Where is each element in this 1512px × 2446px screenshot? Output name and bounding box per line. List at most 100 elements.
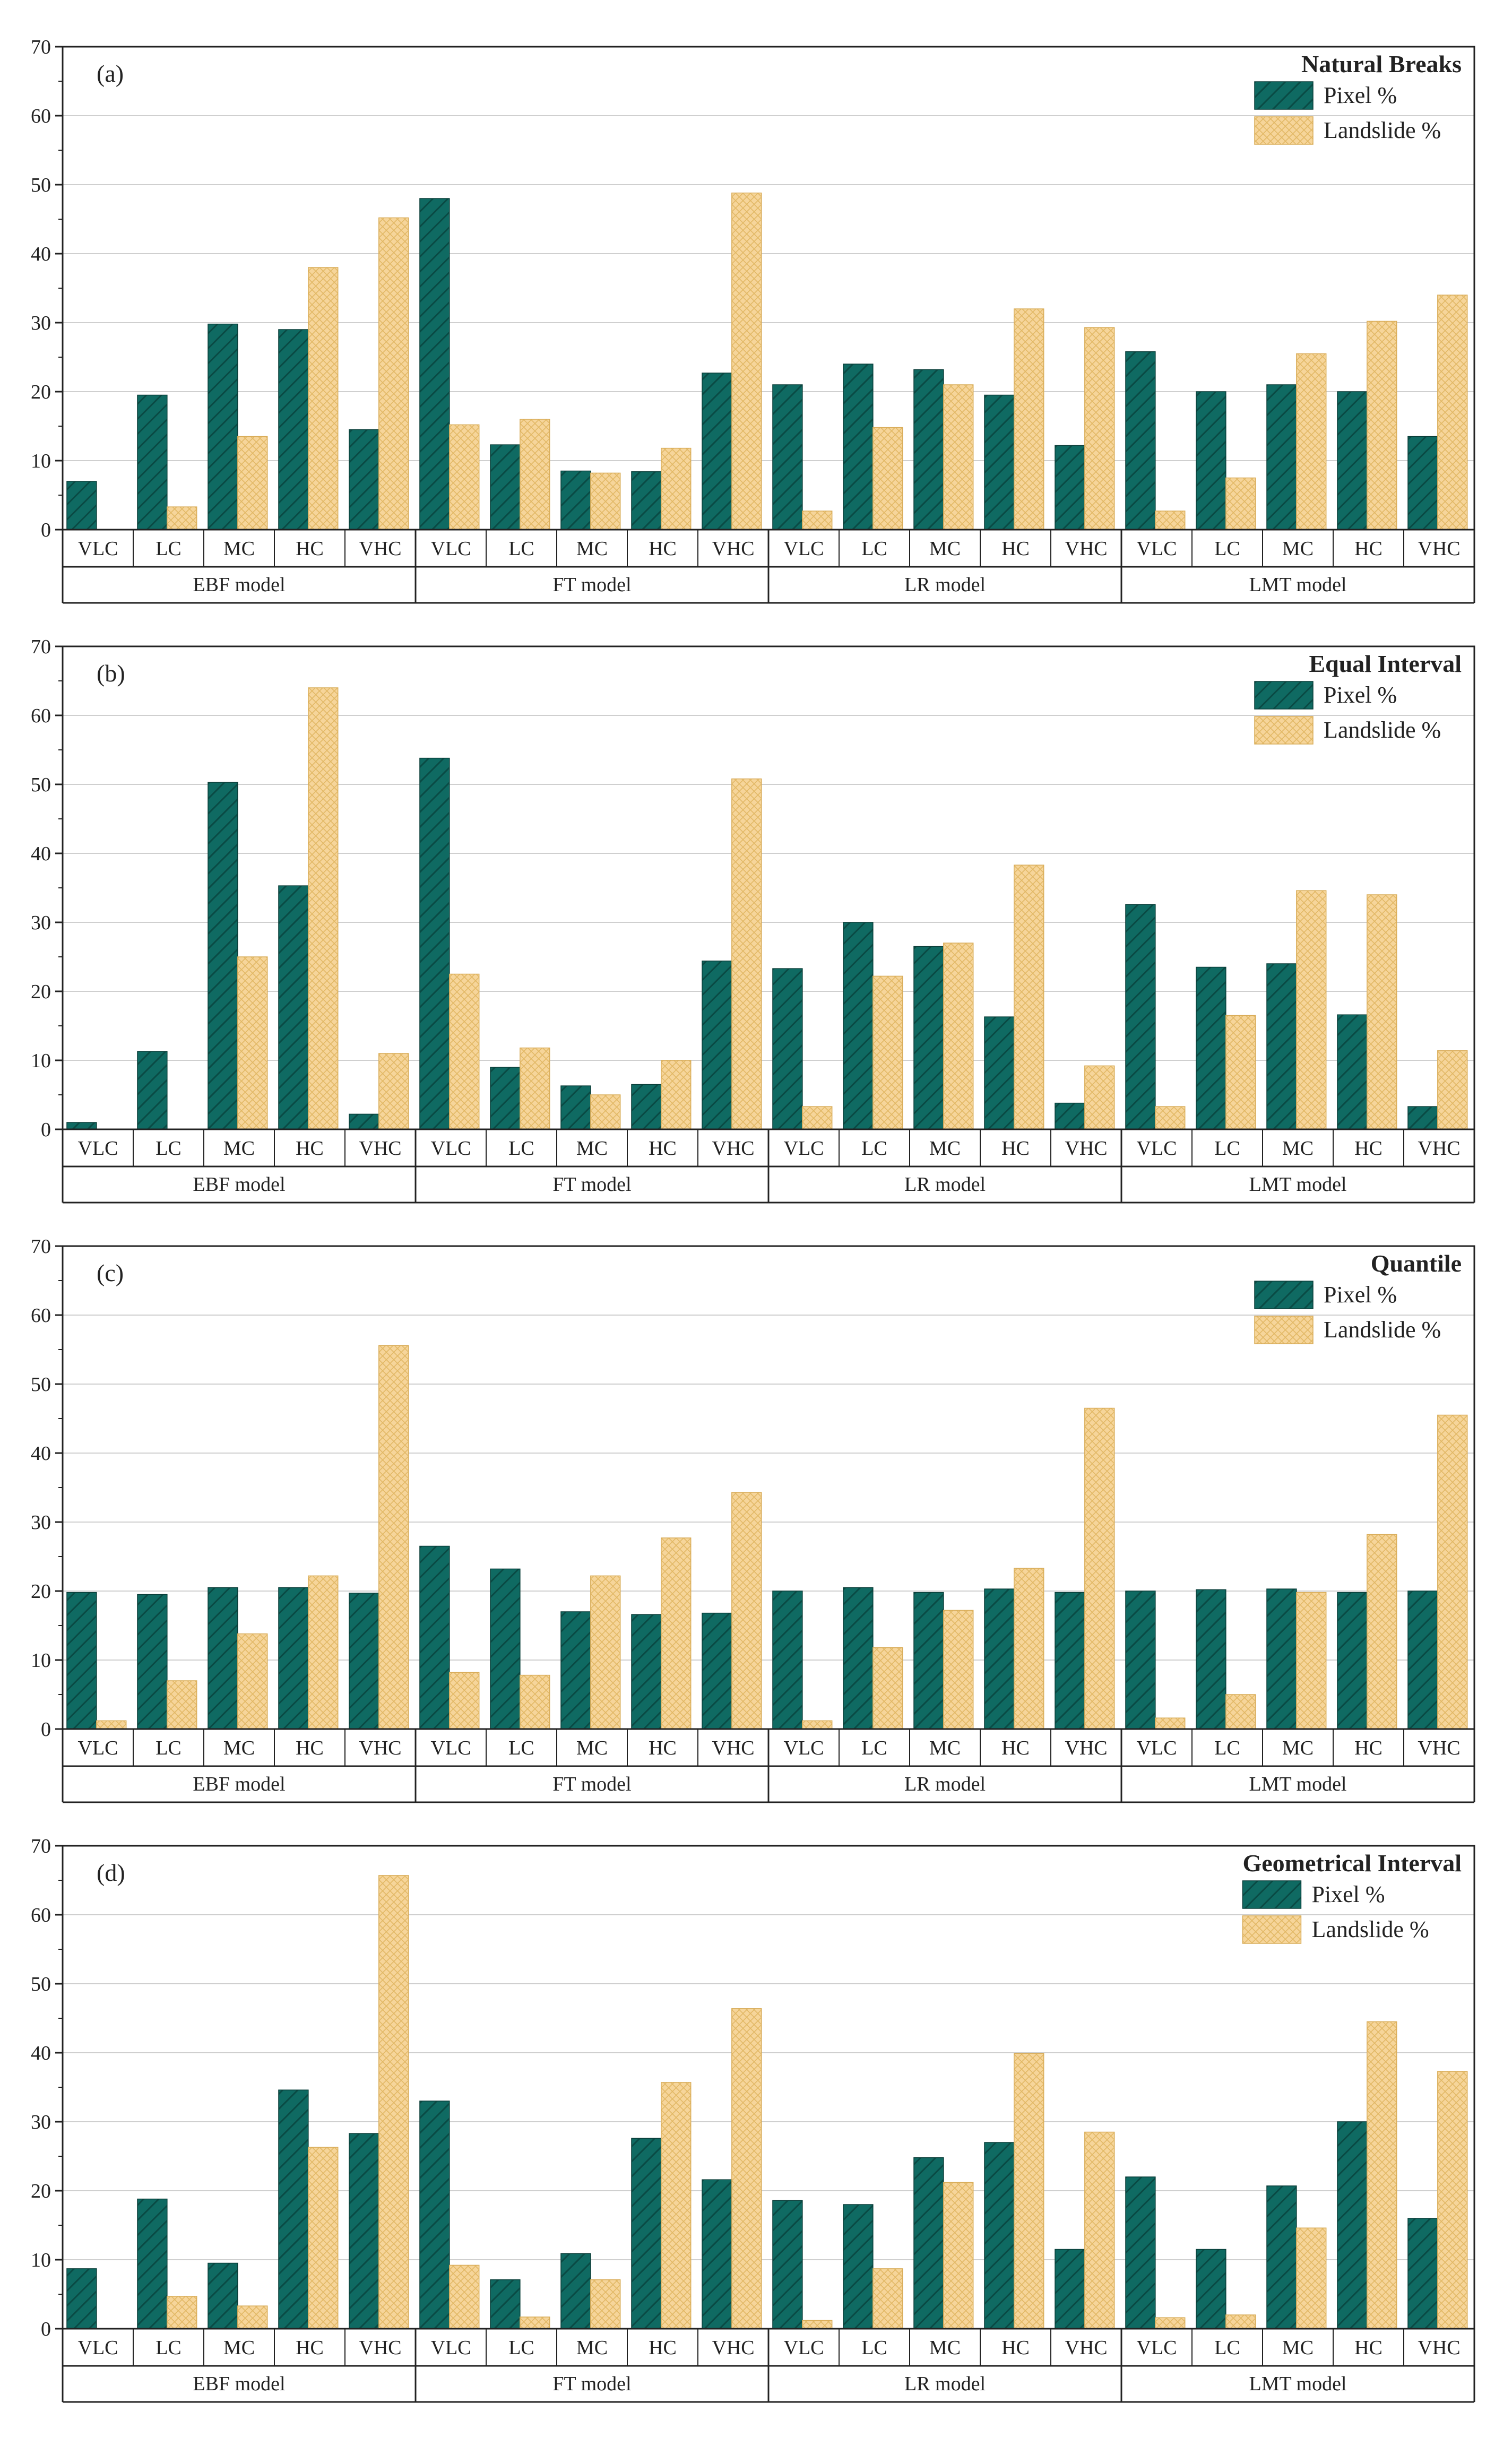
bar-pixel-lmt-vhc — [1407, 436, 1438, 530]
category-label: MC — [929, 1737, 961, 1759]
bar-pixel-lmt-mc — [1266, 384, 1297, 530]
category-label: HC — [1001, 538, 1030, 560]
bar-landslide-ft-hc — [661, 1537, 692, 1730]
bar-landslide-ebf-mc — [237, 1633, 268, 1730]
y-tick-label: 70 — [31, 1235, 51, 1258]
panel-b: 0 10 20 30 40 50 60 70 VLC LC MC HC VHC EBF model VLC L… — [31, 636, 1475, 1204]
y-tick-label: 20 — [31, 1580, 51, 1603]
bar-landslide-lmt-vlc — [1155, 1106, 1186, 1130]
bar-landslide-lmt-mc — [1296, 1592, 1327, 1730]
category-label: VLC — [78, 1137, 118, 1160]
category-label: HC — [296, 1737, 324, 1759]
group-label: EBF model — [193, 574, 285, 596]
bar-pixel-ebf-mc — [208, 2262, 238, 2329]
category-label: HC — [649, 538, 677, 560]
category-label: LC — [508, 1137, 534, 1160]
category-label: LC — [861, 1137, 887, 1160]
bar-landslide-ft-vlc — [449, 424, 480, 530]
bar-pixel-lr-mc — [913, 1592, 944, 1730]
y-tick-label: 60 — [31, 1904, 51, 1926]
group-label: LR model — [904, 1173, 986, 1196]
bar-pixel-ft-lc — [490, 1568, 521, 1730]
category-label: MC — [929, 538, 961, 560]
category-label: VHC — [359, 1137, 401, 1160]
bar-pixel-ft-mc — [560, 1085, 591, 1130]
bar-landslide-ft-vhc — [731, 1492, 762, 1730]
bar-pixel-ebf-hc — [278, 2089, 309, 2329]
y-tick-label: 30 — [31, 2111, 51, 2133]
legend-label-landslide: Landslide % — [1324, 117, 1441, 143]
bar-pixel-ebf-vhc — [349, 429, 379, 530]
y-tick-label: 30 — [31, 312, 51, 334]
category-label: VHC — [1418, 538, 1460, 560]
bar-landslide-ebf-lc — [167, 506, 197, 530]
bar-landslide-ft-lc — [520, 2317, 550, 2329]
panel-a: 0 10 20 30 40 50 60 70 VLC LC MC HC VHC EBF model VLC L… — [31, 36, 1475, 604]
bar-landslide-lmt-vhc — [1437, 295, 1468, 530]
legend-label-pixel: Pixel % — [1311, 1881, 1385, 1907]
bar-pixel-lr-hc — [984, 1588, 1015, 1730]
bar-pixel-ebf-vlc — [66, 2268, 97, 2329]
category-label: MC — [576, 1137, 608, 1160]
bar-landslide-ebf-lc — [167, 1680, 197, 1730]
bar-pixel-lmt-vhc — [1407, 1591, 1438, 1730]
group-label: LMT model — [1249, 574, 1346, 596]
category-label: LC — [155, 1737, 182, 1759]
bar-pixel-ft-lc — [490, 1067, 521, 1130]
legend-label-landslide: Landslide % — [1324, 1317, 1441, 1343]
category-label: VLC — [784, 538, 824, 560]
group-label: FT model — [552, 574, 631, 596]
y-tick-label: 20 — [31, 381, 51, 403]
bar-landslide-lr-hc — [1014, 308, 1044, 530]
bar-landslide-ebf-vhc — [378, 1875, 409, 2329]
y-tick-label: 20 — [31, 981, 51, 1003]
bar-landslide-ft-vhc — [731, 778, 762, 1130]
category-label: LC — [861, 1737, 887, 1759]
group-label: LR model — [904, 574, 986, 596]
legend-title: Quantile — [1371, 1250, 1462, 1277]
bar-pixel-lmt-vlc — [1125, 904, 1156, 1130]
y-tick-label: 10 — [31, 1050, 51, 1072]
bar-pixel-lr-vlc — [772, 2200, 803, 2329]
bar-pixel-ft-vlc — [419, 757, 450, 1130]
bar-pixel-ft-vhc — [702, 961, 732, 1130]
bar-landslide-ft-hc — [661, 1060, 692, 1130]
y-tick-label: 20 — [31, 2180, 51, 2202]
category-label: MC — [223, 1737, 255, 1759]
bar-pixel-ebf-vlc — [66, 481, 97, 530]
y-tick-label: 40 — [31, 2042, 51, 2064]
legend-swatch-pixel — [1254, 681, 1314, 710]
bar-pixel-lr-lc — [843, 2204, 874, 2329]
legend-swatch-landslide — [1254, 1316, 1314, 1344]
bar-pixel-ft-vhc — [702, 2179, 732, 2329]
bar-landslide-ft-vlc — [449, 973, 480, 1130]
panel-label: (c) — [97, 1259, 124, 1286]
bar-pixel-ft-mc — [560, 1611, 591, 1730]
bar-landslide-lr-mc — [943, 943, 974, 1130]
panel-label: (a) — [97, 60, 124, 87]
bar-landslide-lr-hc — [1014, 1568, 1044, 1730]
legend-label-landslide: Landslide % — [1311, 1916, 1429, 1942]
legend-label-pixel: Pixel % — [1324, 82, 1397, 108]
category-label: MC — [576, 1737, 608, 1759]
y-tick-label: 0 — [41, 2318, 51, 2340]
category-label: HC — [296, 538, 324, 560]
bar-pixel-ft-hc — [631, 1084, 662, 1130]
category-label: VHC — [1418, 1137, 1460, 1160]
legend-swatch-landslide — [1242, 1915, 1302, 1944]
category-label: MC — [576, 2337, 608, 2359]
bar-landslide-ft-hc — [661, 2082, 692, 2329]
y-tick-label: 30 — [31, 912, 51, 934]
bar-landslide-lmt-vlc — [1155, 1717, 1186, 1730]
bar-pixel-lmt-lc — [1196, 391, 1226, 530]
category-label: LC — [1214, 2337, 1240, 2359]
group-label: LMT model — [1249, 2373, 1346, 2395]
bar-landslide-ebf-hc — [308, 2147, 339, 2329]
category-label: VLC — [78, 538, 118, 560]
category-label: MC — [1282, 2337, 1314, 2359]
bar-landslide-ft-lc — [520, 419, 550, 530]
group-label: LR model — [904, 1773, 986, 1795]
bar-pixel-ft-vlc — [419, 2101, 450, 2329]
bar-pixel-ft-lc — [490, 444, 521, 530]
bar-landslide-ft-lc — [520, 1674, 550, 1730]
